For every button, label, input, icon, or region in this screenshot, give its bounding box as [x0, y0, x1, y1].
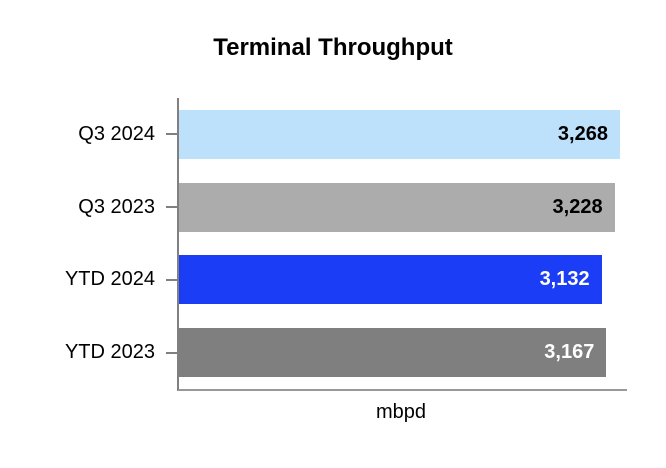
bar-row: 3,228	[166, 171, 627, 244]
y-axis-label-ytd-2024: YTD 2024	[64, 268, 155, 291]
y-axis-label-q3-2023: Q3 2023	[78, 195, 155, 218]
bar-q3-2023: 3,228	[179, 182, 615, 232]
bar-value-label: 3,268	[557, 122, 608, 145]
bar-row: 3,167	[166, 316, 627, 389]
chart-title: Terminal Throughput	[213, 34, 453, 61]
y-axis-label-q3-2024: Q3 2024	[78, 122, 155, 145]
axis-tick	[166, 278, 177, 281]
bar-value-label: 3,132	[539, 268, 590, 291]
x-axis-label: mbpd	[375, 401, 427, 423]
bar-row: 3,268	[166, 98, 627, 171]
axis-tick	[166, 133, 177, 136]
bar-row: 3,132	[166, 244, 627, 317]
bar-value-label: 3,228	[552, 195, 603, 218]
bar-ytd-2024: 3,132	[179, 255, 602, 305]
bar-ytd-2023: 3,167	[179, 328, 607, 378]
bar-q3-2024: 3,268	[179, 109, 620, 159]
plot-area: 3,268 3,228 3,132 3,167	[166, 98, 627, 391]
bar-value-label: 3,167	[544, 341, 595, 364]
y-axis-label-ytd-2023: YTD 2023	[64, 341, 155, 364]
axis-tick	[166, 206, 177, 209]
axis-tick	[166, 351, 177, 354]
y-axis-labels: Q3 2024 Q3 2023 YTD 2024 YTD 2023	[0, 98, 155, 389]
